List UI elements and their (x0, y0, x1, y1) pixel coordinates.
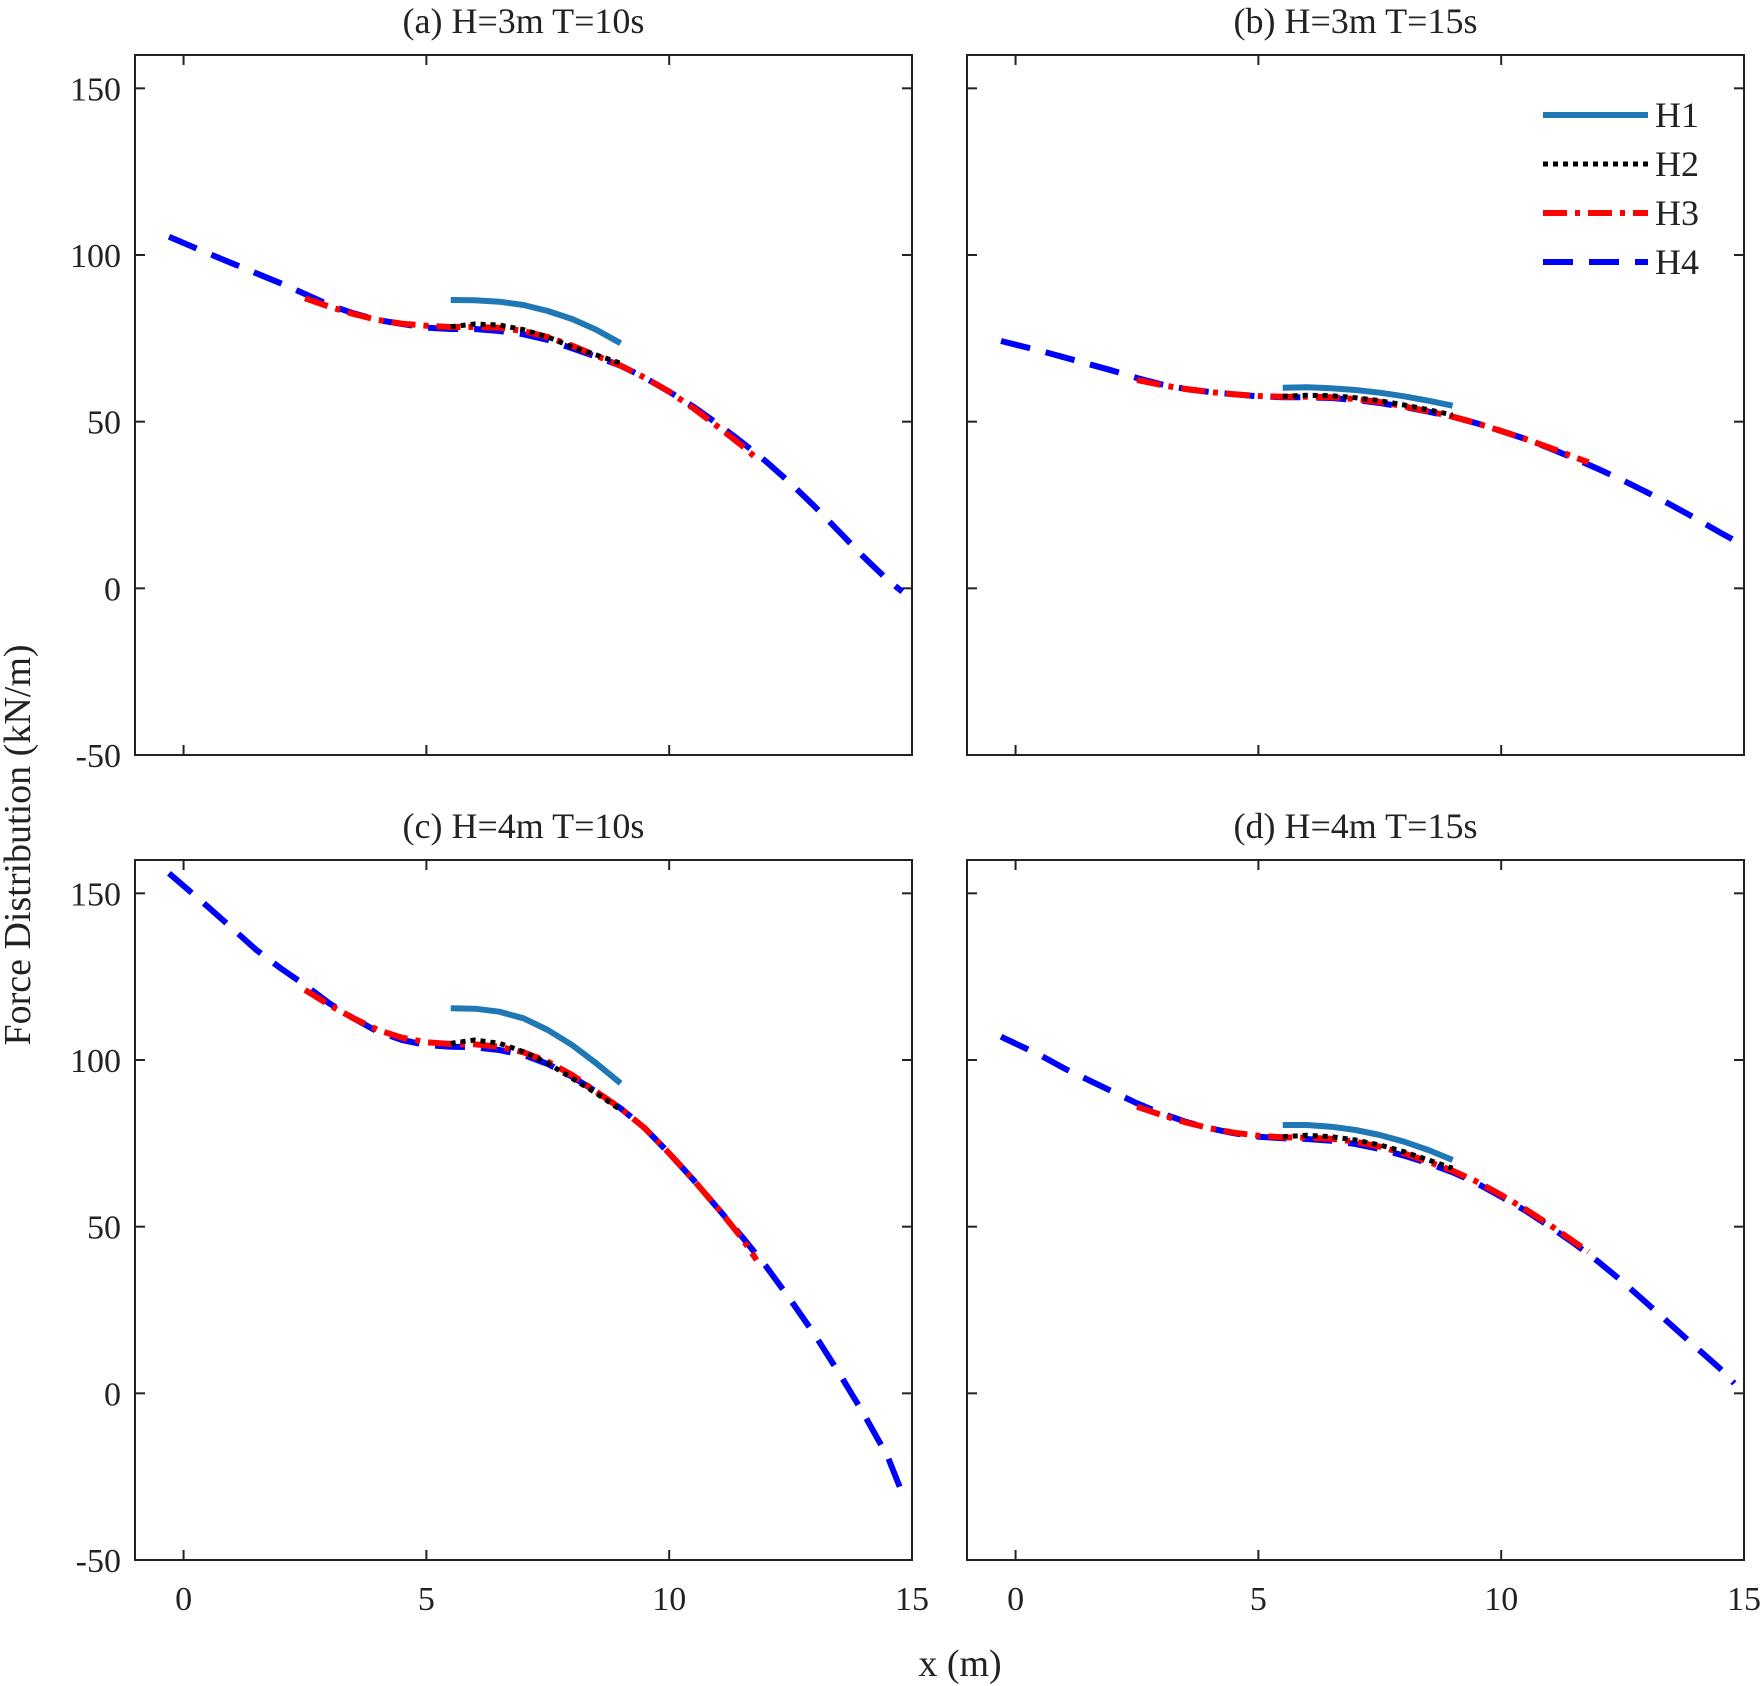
plot-frame (134, 859, 913, 1561)
panel-title: (a) H=3m T=10s (403, 1, 645, 41)
series-line-h4 (167, 233, 905, 595)
x-tick-label: 15 (1727, 1581, 1761, 1618)
x-tick-label: 0 (175, 1581, 192, 1618)
series-line-h2 (1282, 1132, 1454, 1171)
x-tick-label: 5 (418, 1581, 435, 1618)
x-axis-label: x (m) (918, 1643, 1001, 1685)
panel-0: (a) H=3m T=10s -50 0 50 100 150 (70, 1, 913, 775)
series-line-h4 (999, 1033, 1737, 1386)
panel-title: (d) H=4m T=15s (1234, 806, 1478, 846)
series-line-h4 (1000, 338, 1736, 543)
series-line-h1 (1282, 1122, 1454, 1163)
panel-title: (c) H=4m T=10s (403, 806, 645, 846)
y-axis-label: Force Distribution (kN/m) (0, 644, 39, 1045)
legend-label-h2: H2 (1655, 144, 1699, 184)
series-line-h2 (1282, 392, 1454, 418)
y-tick-label: -50 (76, 1543, 121, 1580)
y-tick-label: 100 (70, 1043, 121, 1080)
legend: H1 H2 H3 H4 (1543, 95, 1699, 282)
series-line-h2 (450, 1037, 623, 1113)
series-line-h3 (303, 987, 760, 1262)
panel-1: (b) H=3m T=15s H1 H2 H3 H4 (966, 1, 1745, 756)
y-tick-label: 0 (104, 1376, 121, 1413)
series-line-h3 (304, 295, 759, 461)
y-tick-label: 0 (104, 571, 121, 608)
legend-label-h1: H1 (1655, 95, 1699, 135)
y-tick-label: 100 (70, 238, 121, 275)
plot-frame (966, 859, 1745, 1561)
series-line-h3 (1136, 1103, 1591, 1255)
series-line-h1 (450, 297, 623, 346)
x-tick-label: 0 (1007, 1581, 1024, 1618)
panel-2: (c) H=4m T=10s -50 0 50 100 150 0 5 10 15 (70, 806, 929, 1618)
series-line-h4 (167, 871, 906, 1495)
y-tick-label: 150 (70, 876, 121, 913)
plot-frame (134, 54, 913, 756)
y-tick-label: 150 (70, 71, 121, 108)
plot-frame (966, 54, 1745, 756)
legend-label-h4: H4 (1655, 242, 1699, 282)
panel-title: (b) H=3m T=15s (1234, 1, 1478, 41)
series-line-h1 (450, 1005, 623, 1086)
y-tick-label: -50 (76, 738, 121, 775)
panel-3: (d) H=4m T=15s 0 5 10 15 (966, 806, 1761, 1618)
x-tick-label: 10 (652, 1581, 686, 1618)
x-tick-label: 10 (1484, 1581, 1518, 1618)
series-line-h3 (1136, 377, 1590, 466)
y-tick-label: 50 (87, 405, 121, 442)
y-tick-label: 50 (87, 1210, 121, 1247)
legend-label-h3: H3 (1655, 193, 1699, 233)
series-line-h1 (1282, 384, 1454, 409)
x-tick-label: 5 (1250, 1581, 1267, 1618)
x-tick-label: 15 (895, 1581, 929, 1618)
